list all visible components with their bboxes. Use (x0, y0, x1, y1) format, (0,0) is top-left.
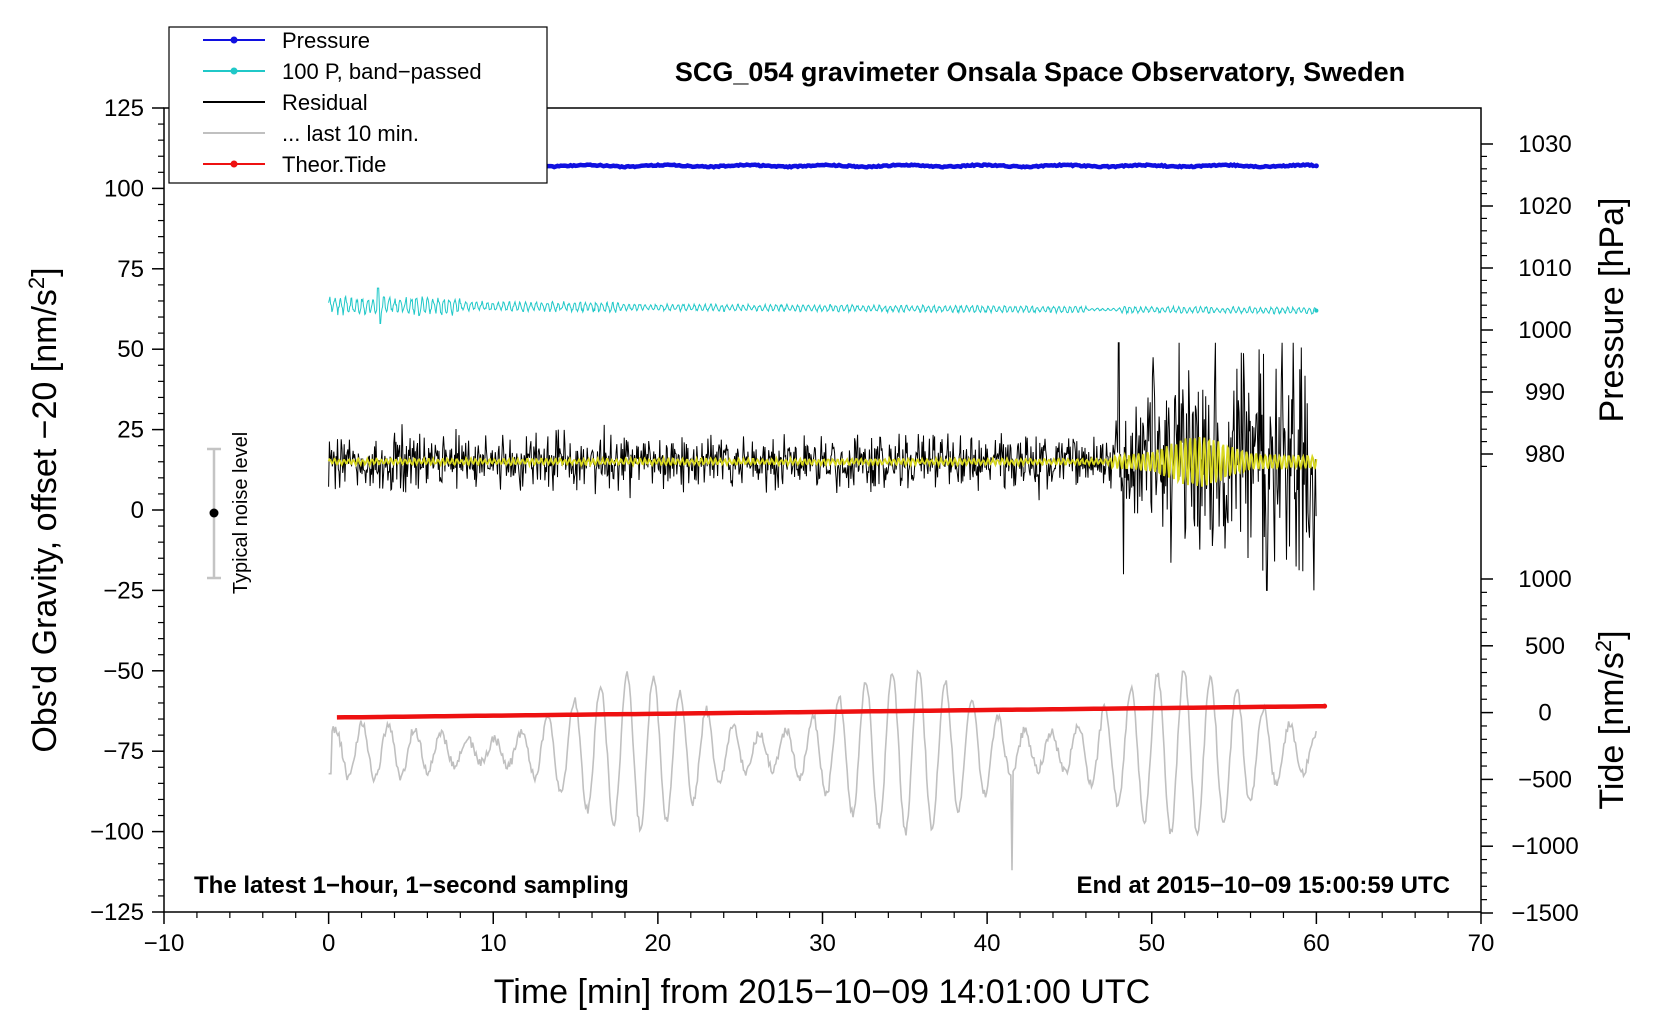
x-axis-label: Time [min] from 2015−10−09 14:01:00 UTC (494, 973, 1150, 1011)
chart-title: SCG_054 gravimeter Onsala Space Observat… (675, 57, 1405, 87)
x-tick-label: 0 (322, 930, 335, 957)
noise-level-indicator: Typical noise level (207, 432, 252, 594)
legend-box (168, 26, 548, 184)
y-tick-label: 100 (104, 175, 144, 202)
legend-marker (230, 160, 238, 168)
legend-label: 100 P, band−passed (282, 59, 482, 84)
y-tick-label: 125 (104, 95, 144, 122)
end-time-note: End at 2015−10−09 15:00:59 UTC (1076, 872, 1450, 899)
x-tick-label: 50 (1138, 930, 1165, 957)
noise-dot (209, 508, 219, 518)
pressure-tick-label: 1020 (1518, 193, 1571, 220)
legend-label: Theor.Tide (282, 152, 386, 177)
pressure-tick-label: 990 (1525, 379, 1565, 406)
bandpassed-endpoint (1314, 308, 1319, 313)
y-tick-label: −100 (90, 819, 144, 846)
y-tick-label: −25 (103, 577, 144, 604)
plot-frame (163, 107, 1482, 913)
legend: Pressure 100 P, band−passed Residual ... la… (168, 26, 548, 184)
y-tick-label: −50 (103, 658, 144, 685)
x-tick-label: 70 (1468, 930, 1495, 957)
pressure-axis-ticks: 1030 1020 1010 1000 990 980 (1481, 131, 1572, 468)
legend-marker (230, 67, 238, 75)
y-tick-label: 50 (117, 336, 144, 363)
y-tick-label: 75 (117, 256, 144, 283)
tide-tick-label: 500 (1525, 633, 1565, 660)
legend-label: Residual (282, 90, 368, 115)
pressure-tick-label: 1010 (1518, 255, 1571, 282)
y-axis-ticks: 125 100 75 50 25 0 −25 −50 −75 −100 −125 (90, 95, 164, 926)
y-tick-label: −75 (103, 738, 144, 765)
pressure-axis-label: Pressure [hPa] (1593, 198, 1631, 423)
legend-entries: Pressure 100 P, band−passed Residual ... la… (203, 28, 482, 177)
pressure-tick-label: 1000 (1518, 317, 1571, 344)
latest-note: The latest 1−hour, 1−second sampling (194, 872, 629, 899)
tide-endpoint (1322, 703, 1328, 709)
y-axis-label: Obs'd Gravity, offset −20 [nm/s2] (24, 267, 64, 752)
tide-tick-label: −1000 (1511, 833, 1578, 860)
bandpassed-pressure-line (328, 287, 1317, 324)
last-10-min-line (328, 669, 1317, 871)
x-tick-label: 20 (645, 930, 672, 957)
y-tick-label: −125 (90, 899, 144, 926)
y-tick-label: 0 (131, 497, 144, 524)
pressure-endpoint (1313, 163, 1319, 169)
tide-axis-ticks: 1000 500 0 −500 −1000 −1500 (1481, 566, 1579, 927)
x-tick-label: 30 (809, 930, 836, 957)
legend-marker (230, 36, 238, 44)
x-tick-label: 10 (480, 930, 507, 957)
legend-label: ... last 10 min. (282, 121, 419, 146)
noise-level-label: Typical noise level (230, 432, 252, 594)
residual-line (328, 342, 1317, 591)
tide-tick-label: −1500 (1511, 900, 1578, 927)
smoothed-residual-line (327, 437, 1318, 487)
x-tick-label: 40 (974, 930, 1001, 957)
tide-tick-label: 1000 (1518, 566, 1571, 593)
theoretical-tide-line (336, 703, 1325, 720)
data-series-layer (327, 161, 1328, 871)
y-tick-label: 25 (117, 417, 144, 444)
tide-tick-label: 0 (1538, 700, 1551, 727)
pressure-tick-label: 980 (1525, 441, 1565, 468)
x-tick-label: −10 (144, 930, 185, 957)
tide-tick-label: −500 (1518, 766, 1572, 793)
tide-axis-label: Tide [nm/s2] (1591, 630, 1631, 809)
legend-label: Pressure (282, 28, 370, 53)
x-tick-label: 60 (1303, 930, 1330, 957)
x-axis-ticks: −10 0 10 20 30 40 50 60 70 (144, 912, 1495, 957)
pressure-tick-label: 1030 (1518, 131, 1571, 158)
